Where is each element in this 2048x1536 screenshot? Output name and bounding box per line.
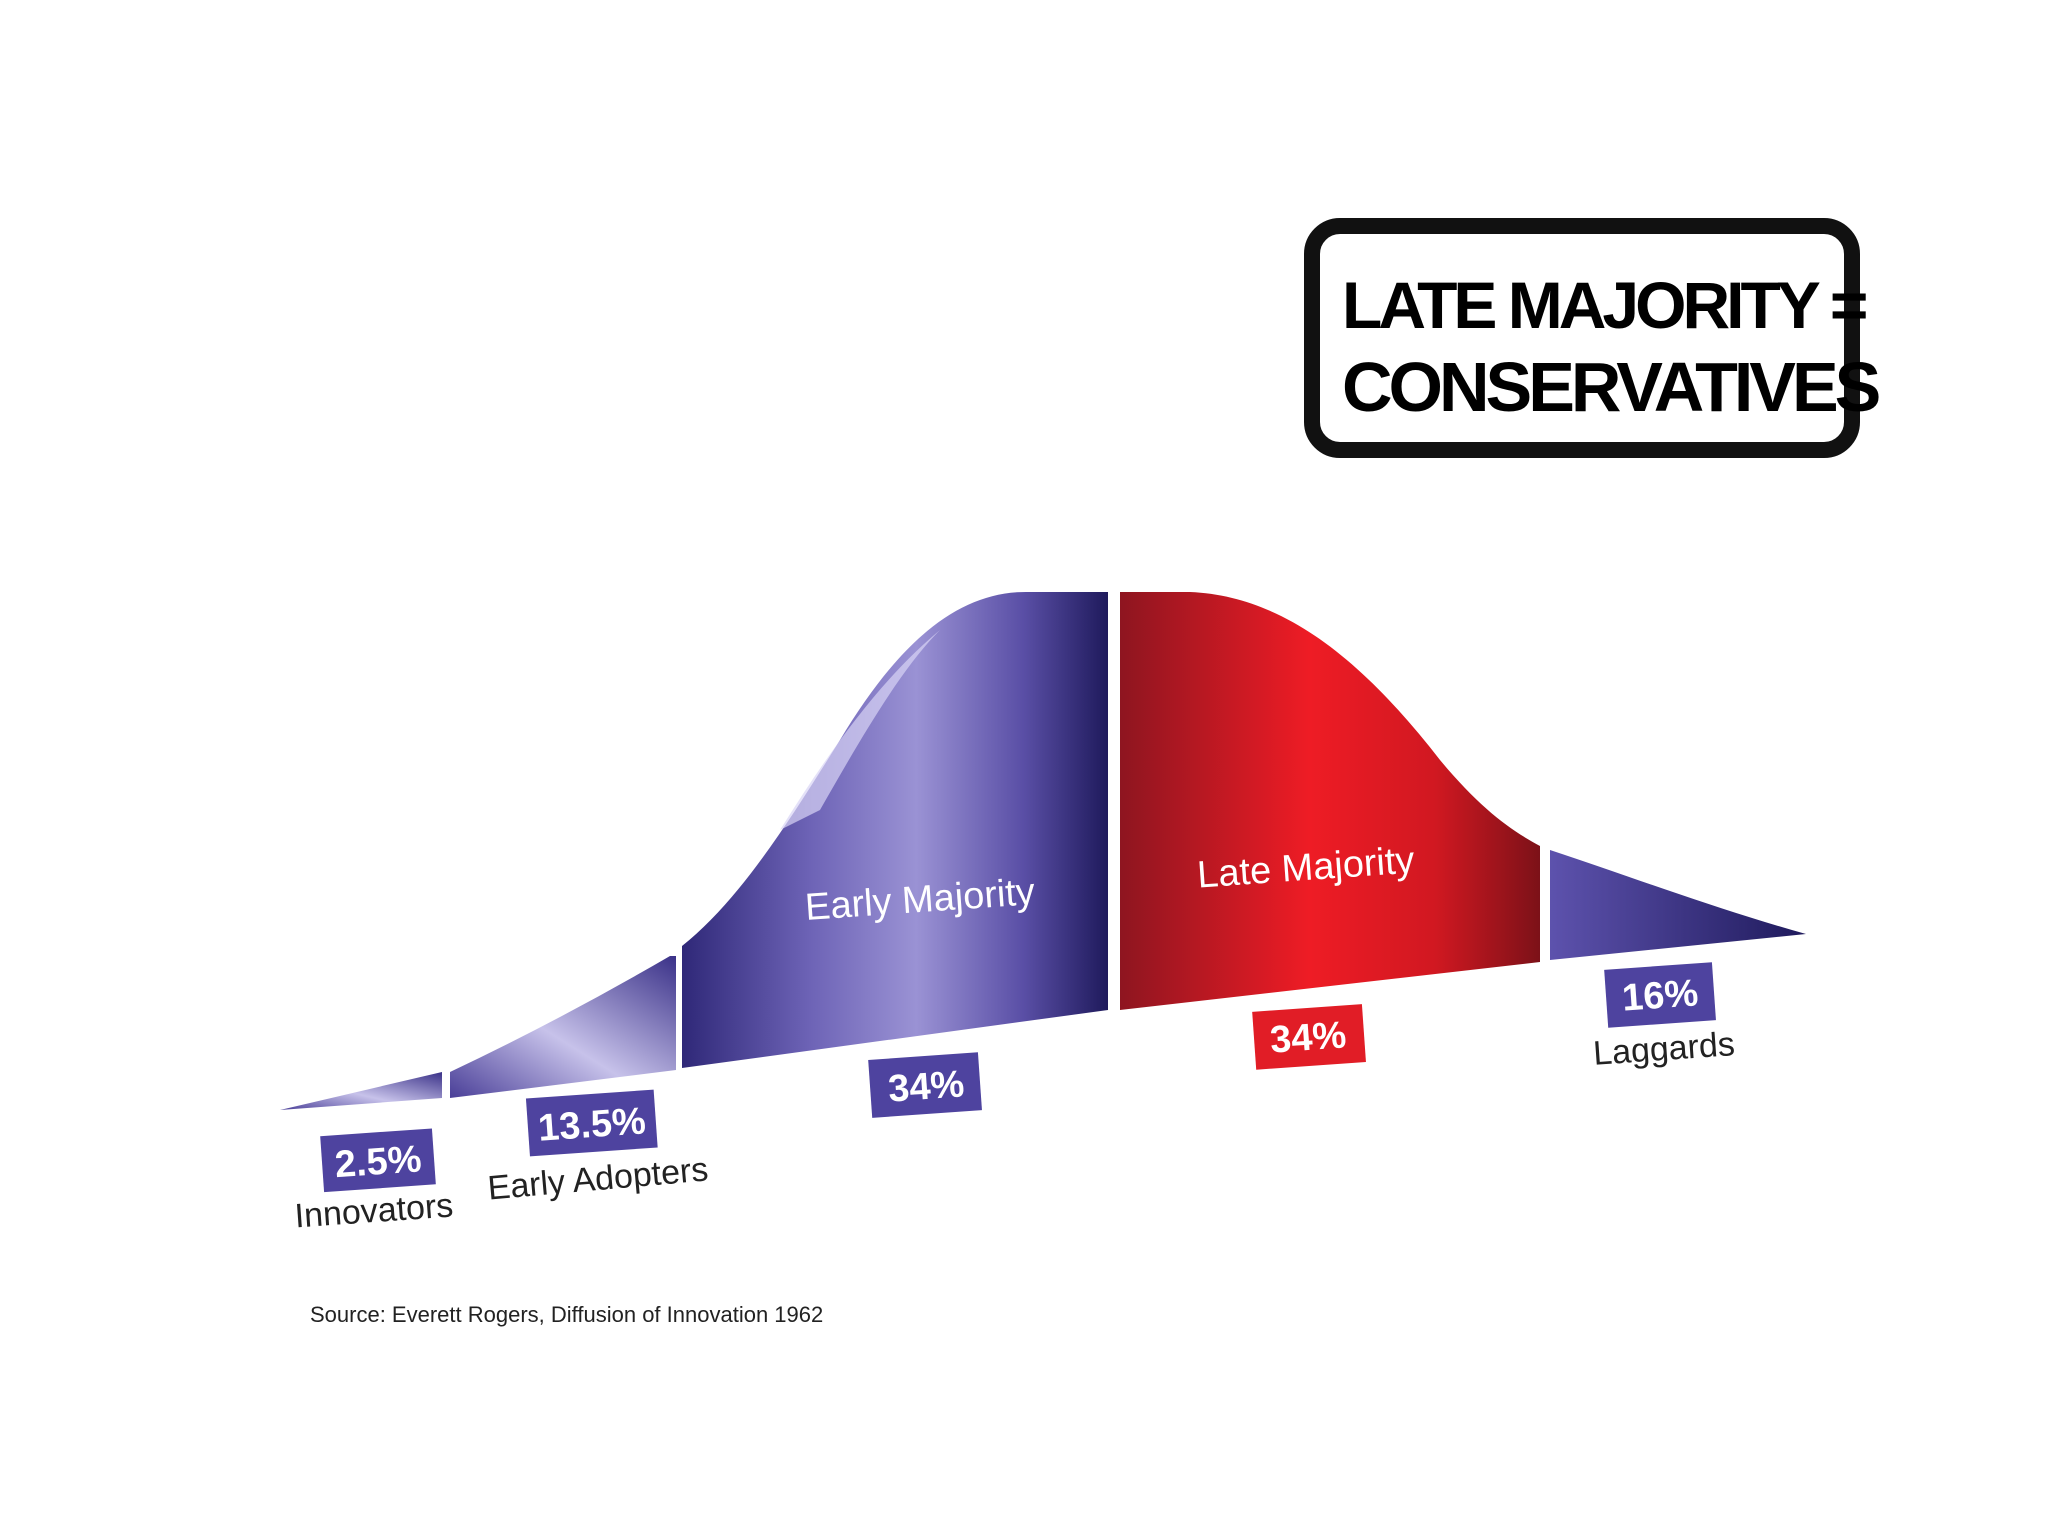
callout-box: LATE MAJORITY = CONSERVATIVES <box>1304 218 1881 458</box>
badge-late-majority: 34% <box>1252 1004 1366 1070</box>
pct-early-adopters: 13.5% <box>537 1100 647 1149</box>
badge-early-adopters: 13.5% <box>525 1089 658 1157</box>
callout-line-1: LATE MAJORITY = <box>1342 268 1868 342</box>
segment-early-adopters <box>450 956 676 1098</box>
pct-laggards: 16% <box>1621 972 1700 1019</box>
pct-innovators: 2.5% <box>333 1138 422 1186</box>
badge-early-majority: 34% <box>868 1052 982 1118</box>
segment-laggards <box>1550 850 1806 960</box>
pct-late-majority: 34% <box>1269 1014 1348 1061</box>
badge-laggards: 16% <box>1604 962 1716 1028</box>
segment-early-majority <box>682 591 1108 1068</box>
cat-innovators: Innovators <box>293 1187 454 1236</box>
pct-early-majority: 34% <box>887 1063 966 1110</box>
cat-laggards: Laggards <box>1592 1025 1736 1073</box>
segment-early-majority-highlight <box>780 630 940 830</box>
cat-early-adopters: Early Adopters <box>486 1150 710 1207</box>
segment-late-majority <box>1120 592 1540 1010</box>
source-note: Source: Everett Rogers, Diffusion of Inn… <box>310 1302 824 1327</box>
segment-innovators <box>280 1072 442 1110</box>
badge-innovators: 2.5% <box>320 1128 436 1193</box>
callout-line-2: CONSERVATIVES <box>1342 348 1881 426</box>
